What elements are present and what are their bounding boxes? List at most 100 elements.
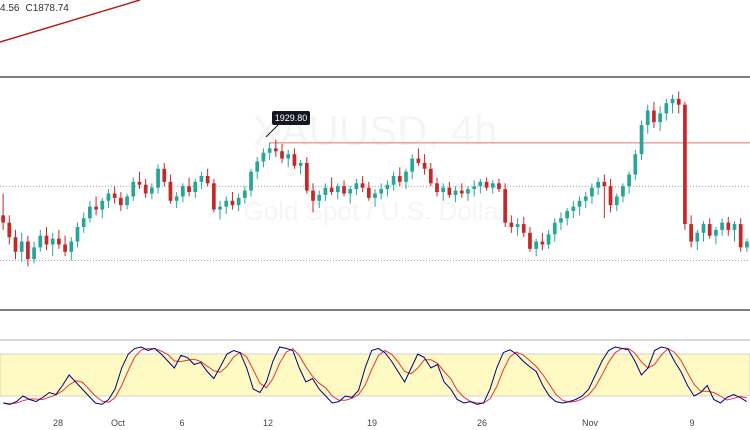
candle-body xyxy=(273,148,278,152)
candle-body xyxy=(577,200,582,207)
candle-body xyxy=(26,241,30,260)
candle xyxy=(689,215,693,248)
candle-body xyxy=(311,190,315,201)
candle xyxy=(218,200,222,220)
x-tick-label: 6 xyxy=(179,418,184,428)
candle xyxy=(94,196,98,216)
x-tick-label: 9 xyxy=(689,418,694,428)
candle xyxy=(143,178,148,198)
candle-body xyxy=(571,206,576,211)
candle-body xyxy=(75,226,80,242)
candle xyxy=(559,212,563,230)
candle xyxy=(490,180,495,194)
candle xyxy=(745,238,749,252)
candle xyxy=(484,177,489,191)
candle xyxy=(199,171,204,190)
candle-body xyxy=(670,98,675,104)
candle-body xyxy=(143,184,148,194)
candle-body xyxy=(373,193,377,198)
price-callout: 1929.80 xyxy=(265,111,310,138)
candle-body xyxy=(94,206,98,210)
candle xyxy=(354,178,359,195)
candle xyxy=(627,171,631,194)
candle xyxy=(44,226,49,251)
candle-body xyxy=(745,241,749,248)
candle xyxy=(583,192,588,209)
candle-body xyxy=(379,189,384,194)
candle xyxy=(732,221,737,242)
candle-body xyxy=(497,183,501,190)
candle xyxy=(596,177,600,195)
candle xyxy=(286,149,291,168)
candle xyxy=(1,193,5,230)
candle xyxy=(267,142,272,161)
candle-body xyxy=(44,235,49,245)
candle xyxy=(69,237,74,261)
candle-body xyxy=(540,241,545,245)
candle xyxy=(348,186,353,204)
candle-body xyxy=(156,168,160,188)
candle xyxy=(428,162,433,187)
candle xyxy=(459,183,464,198)
candle xyxy=(707,218,712,239)
candle-body xyxy=(534,241,539,249)
candle xyxy=(565,208,570,226)
candle-body xyxy=(119,197,123,206)
candle-body xyxy=(596,181,600,188)
candle-body xyxy=(354,183,359,190)
candle xyxy=(466,186,470,201)
candle-body xyxy=(459,190,464,194)
candle-body xyxy=(472,186,477,190)
candle-body xyxy=(360,183,365,188)
candle-body xyxy=(280,151,284,159)
candle-body xyxy=(342,186,346,194)
candle-body xyxy=(422,162,427,169)
candle-body xyxy=(261,152,266,162)
candle-body xyxy=(112,193,117,198)
candle xyxy=(416,148,421,166)
candle xyxy=(174,192,179,209)
candle-body xyxy=(267,148,272,153)
candle xyxy=(261,148,266,168)
candle xyxy=(521,216,526,238)
candle xyxy=(13,229,18,260)
candle-body xyxy=(404,171,408,182)
x-tick-label: 28 xyxy=(53,418,63,428)
readout-close-value: 1878.74 xyxy=(32,3,69,14)
candle xyxy=(26,235,30,267)
candle xyxy=(317,190,322,209)
candle-body xyxy=(602,181,607,187)
candle xyxy=(211,178,216,213)
candle-body xyxy=(441,187,446,193)
candle xyxy=(230,192,235,210)
candle-body xyxy=(707,224,712,236)
candle xyxy=(652,101,656,128)
candle-body xyxy=(416,158,421,163)
candle xyxy=(577,196,582,216)
candle xyxy=(509,215,514,233)
candle-body xyxy=(397,176,402,182)
candle xyxy=(540,232,545,251)
price-callout-label: 1929.80 xyxy=(275,113,308,123)
candle xyxy=(410,154,415,179)
candle-body xyxy=(366,187,371,198)
candle xyxy=(329,177,334,195)
candle-body xyxy=(583,196,588,201)
candle-body xyxy=(590,187,594,197)
candle-body xyxy=(528,232,532,249)
candle xyxy=(435,177,439,197)
candle xyxy=(546,229,551,249)
candle-body xyxy=(509,222,514,227)
candle-body xyxy=(428,168,433,184)
candle xyxy=(100,197,105,219)
candle xyxy=(453,186,458,203)
candle-body xyxy=(38,235,43,248)
candle xyxy=(255,157,260,179)
candle xyxy=(726,216,731,236)
candle xyxy=(614,193,619,211)
candle-body xyxy=(565,210,570,219)
candle-body xyxy=(627,174,631,187)
candle-body xyxy=(249,171,253,191)
candle xyxy=(670,94,675,114)
